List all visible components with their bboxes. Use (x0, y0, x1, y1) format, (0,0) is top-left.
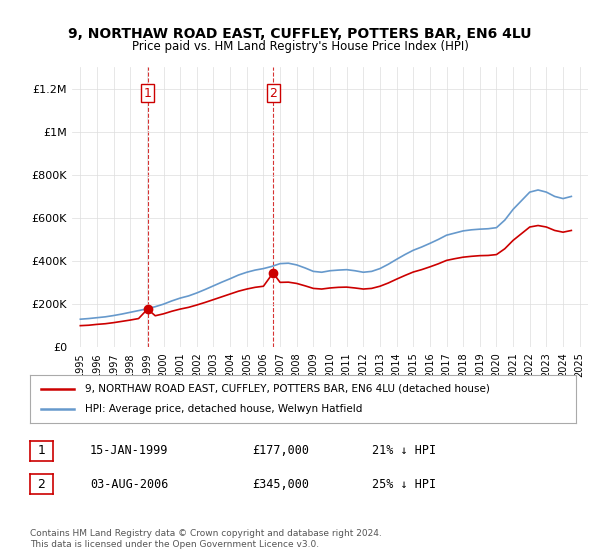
Text: £345,000: £345,000 (252, 478, 309, 491)
Text: Price paid vs. HM Land Registry's House Price Index (HPI): Price paid vs. HM Land Registry's House … (131, 40, 469, 53)
Text: HPI: Average price, detached house, Welwyn Hatfield: HPI: Average price, detached house, Welw… (85, 404, 362, 414)
Text: 2: 2 (37, 478, 46, 491)
Text: 9, NORTHAW ROAD EAST, CUFFLEY, POTTERS BAR, EN6 4LU (detached house): 9, NORTHAW ROAD EAST, CUFFLEY, POTTERS B… (85, 384, 490, 394)
Text: 1: 1 (37, 444, 46, 458)
Text: 1: 1 (143, 87, 152, 100)
Text: 25% ↓ HPI: 25% ↓ HPI (372, 478, 436, 491)
Text: £177,000: £177,000 (252, 444, 309, 458)
Text: 2: 2 (269, 87, 277, 100)
Text: Contains HM Land Registry data © Crown copyright and database right 2024.
This d: Contains HM Land Registry data © Crown c… (30, 529, 382, 549)
Text: 15-JAN-1999: 15-JAN-1999 (90, 444, 169, 458)
Text: 21% ↓ HPI: 21% ↓ HPI (372, 444, 436, 458)
Text: 9, NORTHAW ROAD EAST, CUFFLEY, POTTERS BAR, EN6 4LU: 9, NORTHAW ROAD EAST, CUFFLEY, POTTERS B… (68, 27, 532, 41)
Text: 03-AUG-2006: 03-AUG-2006 (90, 478, 169, 491)
